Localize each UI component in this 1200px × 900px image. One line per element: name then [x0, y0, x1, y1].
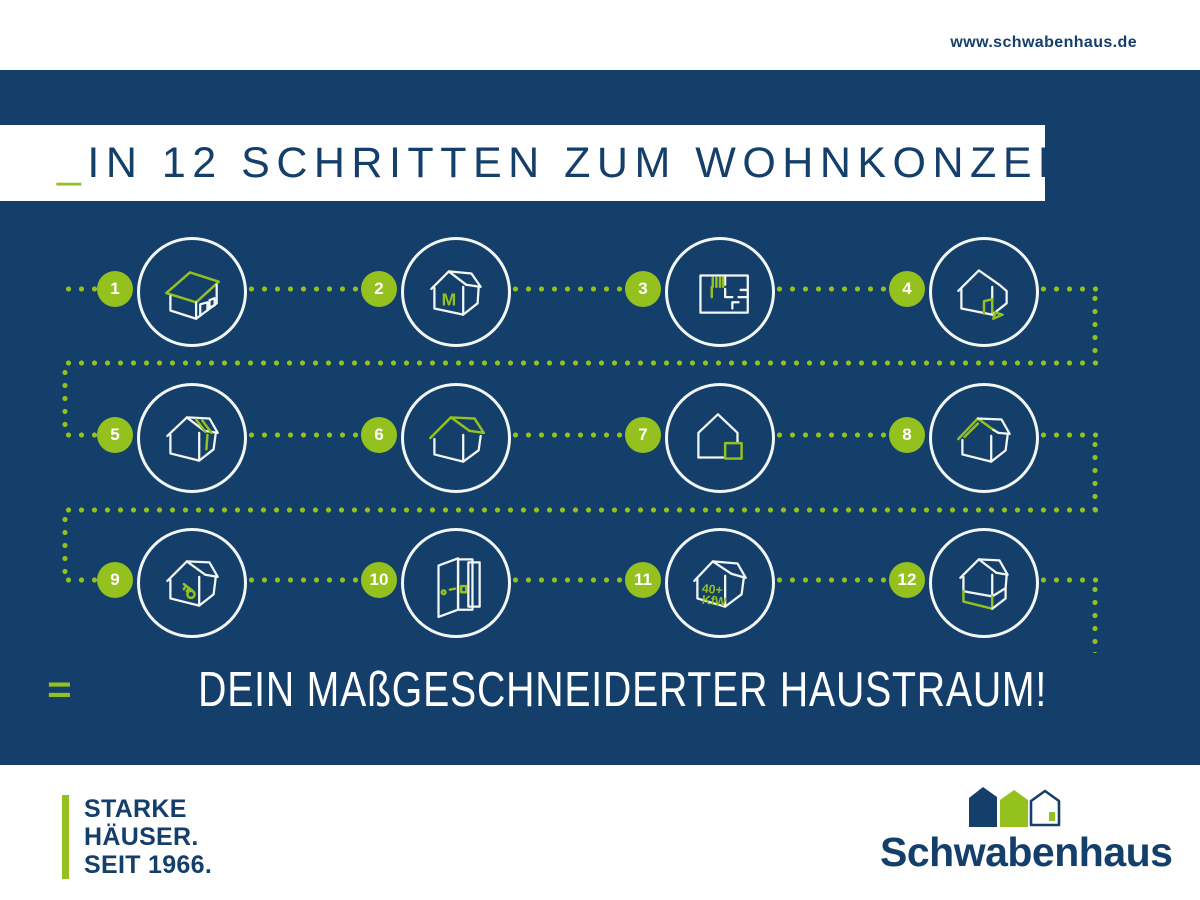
kfw-label-line2: KfW	[701, 593, 727, 610]
dotted-connector	[1092, 583, 1098, 653]
dotted-connector	[245, 286, 361, 292]
dotted-connector	[62, 366, 68, 432]
step-circle-11: 40+ KfW	[665, 528, 775, 638]
dotted-connector	[773, 577, 889, 583]
logo-houses-icon	[969, 787, 1061, 827]
step-badge-6: 6	[361, 417, 397, 453]
step-circle-7	[665, 383, 775, 493]
step-badge-7: 7	[625, 417, 661, 453]
dotted-connector	[509, 286, 625, 292]
floor-plan-icon	[699, 274, 749, 314]
dotted-connector	[62, 513, 68, 577]
house-green-door-icon	[957, 269, 1008, 320]
main-canvas: _IN 12 SCHRITTEN ZUM WOHNKONZEPT 1 2 M	[0, 70, 1200, 765]
door-selection-icon	[437, 557, 481, 619]
step-circle-8	[929, 383, 1039, 493]
house-roof-stripes-icon	[166, 416, 219, 462]
tagline-line-1: STARKE	[84, 795, 187, 823]
result-line: = DEIN MAßGESCHNEIDERTER HAUSTRAUM!	[0, 662, 1200, 718]
page-title: _IN 12 SCHRITTEN ZUM WOHNKONZEPT	[0, 139, 1106, 188]
dotted-connector	[1037, 577, 1098, 583]
dotted-connector	[1092, 292, 1098, 363]
house-kfw-icon: 40+ KfW	[693, 560, 747, 610]
step-badge-2: 2	[361, 271, 397, 307]
dotted-connector	[1092, 438, 1098, 510]
step-circle-5	[137, 383, 247, 493]
website-url: www.schwabenhaus.de	[950, 34, 1137, 51]
tagline-line-3: SEIT 1966.	[84, 851, 213, 879]
footer: STARKE HÄUSER. SEIT 1966. Schwabenhaus	[0, 765, 1200, 900]
step-badge-12: 12	[889, 562, 925, 598]
dotted-connector	[1037, 286, 1098, 292]
dotted-connector	[773, 432, 889, 438]
step-badge-8: 8	[889, 417, 925, 453]
house-perspective-icon	[165, 271, 220, 320]
step-circle-12	[929, 528, 1039, 638]
house-basement-icon	[959, 558, 1009, 610]
house-extension-square-icon	[697, 413, 743, 460]
title-text: IN 12 SCHRITTEN ZUM WOHNKONZEPT	[87, 138, 1106, 187]
dotted-connector	[509, 432, 625, 438]
dotted-connector	[62, 286, 98, 292]
m-label: M	[442, 289, 457, 309]
kfw-label-line1: 40+	[701, 581, 723, 597]
result-text: DEIN MAßGESCHNEIDERTER HAUSTRAUM!	[197, 663, 1047, 717]
house-key-icon	[166, 560, 219, 607]
dotted-connector	[62, 577, 98, 583]
brand-name: Schwabenhaus	[880, 829, 1173, 875]
step-circle-2: M	[401, 237, 511, 347]
top-bar: www.schwabenhaus.de	[0, 0, 1200, 70]
tagline-green-bar	[62, 795, 69, 879]
house-letter-m-icon: M	[430, 270, 482, 316]
brand-logo: Schwabenhaus	[880, 783, 1173, 875]
dotted-connector	[509, 577, 625, 583]
title-band: _IN 12 SCHRITTEN ZUM WOHNKONZEPT	[0, 125, 1099, 201]
dotted-connector	[62, 507, 1098, 513]
step-badge-10: 10	[361, 562, 397, 598]
tagline-line-2: HÄUSER.	[84, 823, 199, 851]
equals-sign: =	[47, 668, 72, 711]
dotted-connector	[773, 286, 889, 292]
step-badge-11: 11	[625, 562, 661, 598]
dotted-connector	[245, 432, 361, 438]
tagline-text: STARKE HÄUSER. SEIT 1966.	[84, 795, 212, 879]
step-badge-9: 9	[97, 562, 133, 598]
step-circle-4	[929, 237, 1039, 347]
step-badge-3: 3	[625, 271, 661, 307]
step-circle-1	[137, 237, 247, 347]
step-badge-1: 1	[97, 271, 133, 307]
dotted-connector	[62, 360, 1098, 366]
dotted-connector	[1037, 432, 1098, 438]
house-green-roof-icon	[429, 416, 486, 463]
step-circle-3	[665, 237, 775, 347]
dotted-connector	[245, 577, 361, 583]
title-underscore: _	[57, 138, 88, 187]
step-badge-4: 4	[889, 271, 925, 307]
dotted-connector	[62, 432, 98, 438]
step-circle-6	[401, 383, 511, 493]
step-badge-5: 5	[97, 417, 133, 453]
step-circle-10	[401, 528, 511, 638]
step-circle-9	[137, 528, 247, 638]
tagline-block: STARKE HÄUSER. SEIT 1966.	[62, 795, 212, 879]
house-green-gable-icon	[957, 417, 1011, 463]
